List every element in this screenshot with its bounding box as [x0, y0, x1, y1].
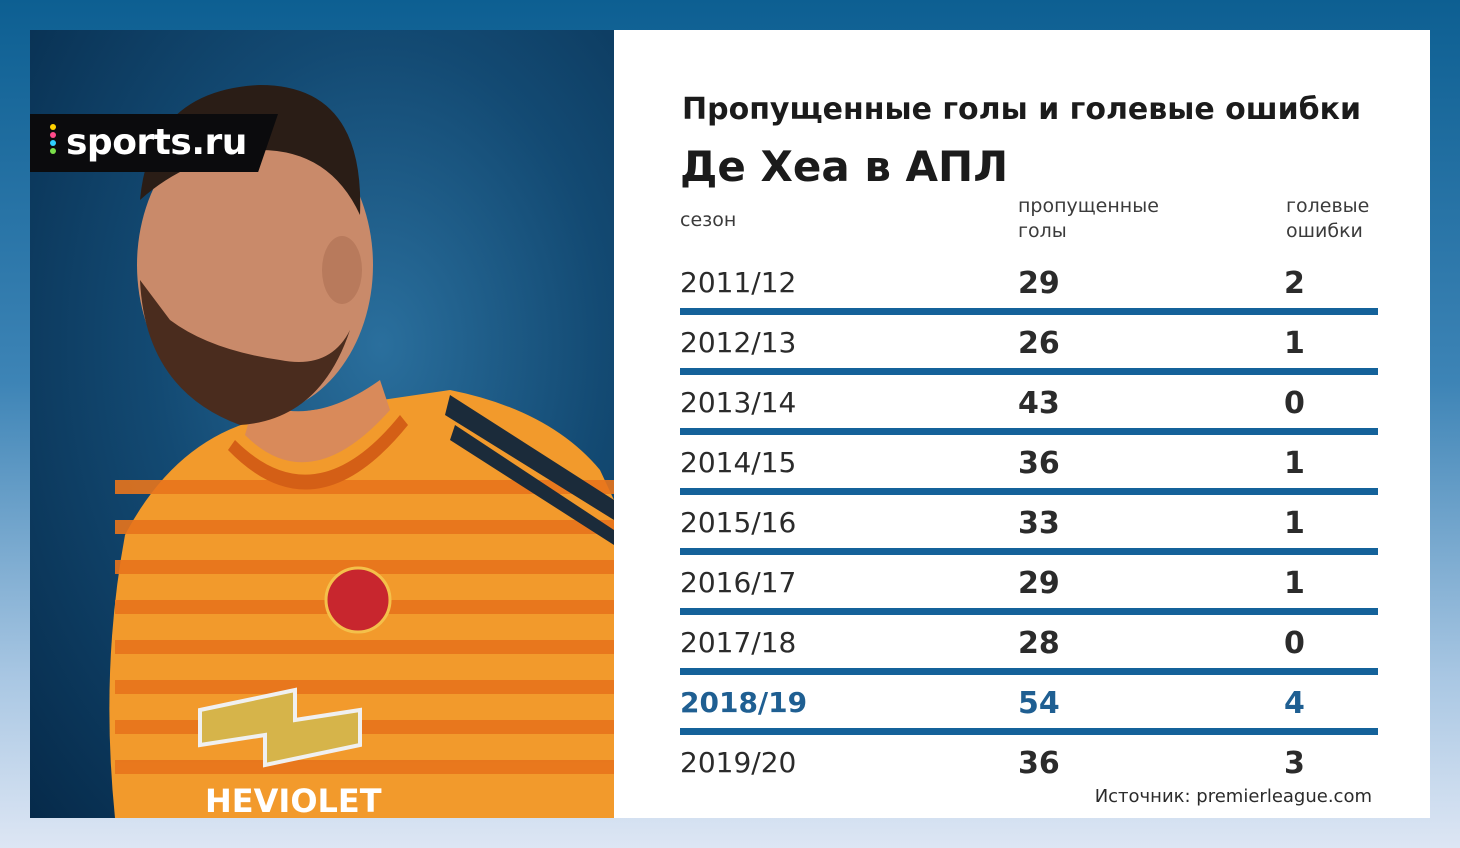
goal-errors-cell: 1	[1284, 326, 1305, 361]
row-separator	[680, 548, 1378, 555]
table-row: 2013/14 43 0	[680, 378, 1378, 438]
row-separator	[680, 668, 1378, 675]
header-errors-line1: голевые	[1286, 195, 1370, 217]
goal-errors-cell: 1	[1284, 506, 1305, 541]
table-row: 2019/20 36 3	[680, 738, 1378, 798]
goal-errors-cell: 2	[1284, 266, 1305, 301]
goals-conceded-cell: 28	[1018, 626, 1060, 661]
row-separator	[680, 488, 1378, 495]
table-row: 2015/16 33 1	[680, 498, 1378, 558]
header-season: сезон	[680, 209, 737, 231]
goal-errors-cell: 3	[1284, 746, 1305, 781]
goalkeeper-illustration: HEVIOLET	[109, 85, 614, 818]
season-cell: 2015/16	[680, 506, 797, 539]
goals-conceded-cell: 36	[1018, 746, 1060, 781]
season-cell: 2013/14	[680, 386, 797, 419]
season-cell: 2017/18	[680, 626, 797, 659]
goal-errors-cell: 1	[1284, 566, 1305, 601]
table-row: 2012/13 26 1	[680, 318, 1378, 378]
source-note: Источник: premierleague.com	[1094, 786, 1372, 807]
season-cell: 2016/17	[680, 566, 797, 599]
row-separator	[680, 368, 1378, 375]
table-row: 2017/18 28 0	[680, 618, 1378, 678]
sponsor-text: HEVIOLET	[205, 782, 382, 818]
table-row: 2018/19 54 4	[680, 678, 1378, 738]
logo-text: sports.ru	[66, 122, 247, 163]
player-photo: HEVIOLET sports.ru	[30, 30, 614, 818]
header-conceded-line1: пропущенные	[1018, 195, 1159, 217]
chart-title-line2: Де Хеа в АПЛ	[680, 142, 1009, 191]
goal-errors-cell: 4	[1284, 686, 1305, 721]
goals-conceded-cell: 54	[1018, 686, 1060, 721]
goals-conceded-cell: 26	[1018, 326, 1060, 361]
season-cell: 2011/12	[680, 266, 797, 299]
goals-conceded-cell: 36	[1018, 446, 1060, 481]
stats-card: Пропущенные голы и голевые ошибки Де Хеа…	[614, 30, 1430, 818]
table-row: 2016/17 29 1	[680, 558, 1378, 618]
header-conceded: пропущенные голы	[1018, 194, 1159, 244]
chart-title-line1: Пропущенные голы и голевые ошибки	[682, 92, 1361, 127]
header-conceded-line2: голы	[1018, 220, 1067, 242]
goal-errors-cell: 0	[1284, 386, 1305, 421]
sports-ru-logo: sports.ru	[30, 114, 278, 172]
season-cell: 2018/19	[680, 686, 808, 719]
header-errors-line2: ошибки	[1286, 220, 1363, 242]
row-separator	[680, 728, 1378, 735]
logo-dots-icon	[48, 124, 58, 162]
goal-errors-cell: 0	[1284, 626, 1305, 661]
table-row: 2014/15 36 1	[680, 438, 1378, 498]
row-separator	[680, 308, 1378, 315]
goals-conceded-cell: 33	[1018, 506, 1060, 541]
header-errors: голевые ошибки	[1286, 194, 1369, 244]
goals-conceded-cell: 29	[1018, 266, 1060, 301]
row-separator	[680, 428, 1378, 435]
season-cell: 2012/13	[680, 326, 797, 359]
season-cell: 2019/20	[680, 746, 797, 779]
goals-conceded-cell: 29	[1018, 566, 1060, 601]
goals-conceded-cell: 43	[1018, 386, 1060, 421]
row-separator	[680, 608, 1378, 615]
goal-errors-cell: 1	[1284, 446, 1305, 481]
table-row: 2011/12 29 2	[680, 258, 1378, 318]
season-cell: 2014/15	[680, 446, 797, 479]
